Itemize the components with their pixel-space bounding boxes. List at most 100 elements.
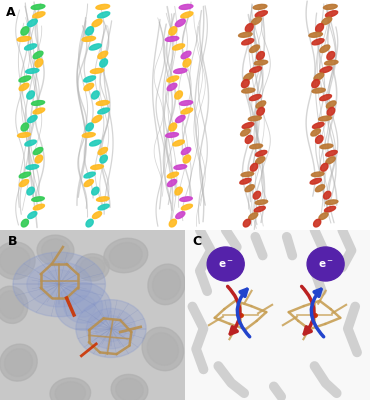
Ellipse shape <box>33 148 43 154</box>
Ellipse shape <box>100 155 107 163</box>
Ellipse shape <box>312 39 324 45</box>
Ellipse shape <box>326 150 337 156</box>
Ellipse shape <box>84 76 95 82</box>
Ellipse shape <box>80 257 105 278</box>
Ellipse shape <box>181 108 193 114</box>
Ellipse shape <box>27 262 92 307</box>
Ellipse shape <box>253 4 267 9</box>
Ellipse shape <box>98 12 110 18</box>
Ellipse shape <box>245 185 254 192</box>
Ellipse shape <box>0 242 35 279</box>
Ellipse shape <box>27 115 37 123</box>
Ellipse shape <box>167 83 177 91</box>
Ellipse shape <box>148 264 185 305</box>
FancyArrowPatch shape <box>302 286 314 334</box>
Ellipse shape <box>0 246 30 275</box>
Ellipse shape <box>181 204 192 210</box>
Ellipse shape <box>55 382 85 400</box>
Ellipse shape <box>326 11 338 17</box>
Ellipse shape <box>21 27 29 35</box>
Text: e$^-$: e$^-$ <box>318 258 333 270</box>
Ellipse shape <box>76 300 146 358</box>
Ellipse shape <box>142 327 184 371</box>
Ellipse shape <box>86 219 93 227</box>
Ellipse shape <box>255 150 267 156</box>
Ellipse shape <box>320 144 333 149</box>
Ellipse shape <box>179 4 193 9</box>
Ellipse shape <box>250 163 258 171</box>
Ellipse shape <box>320 94 332 100</box>
Ellipse shape <box>175 115 185 123</box>
Ellipse shape <box>19 83 29 91</box>
Ellipse shape <box>312 172 324 176</box>
Ellipse shape <box>249 94 261 100</box>
Text: e$^-$: e$^-$ <box>218 258 233 270</box>
Ellipse shape <box>87 308 136 349</box>
Ellipse shape <box>312 80 319 88</box>
Ellipse shape <box>17 133 30 137</box>
Ellipse shape <box>242 80 249 88</box>
Ellipse shape <box>24 44 37 50</box>
Ellipse shape <box>92 115 102 123</box>
Ellipse shape <box>312 122 324 128</box>
Ellipse shape <box>250 45 259 52</box>
Ellipse shape <box>50 378 91 400</box>
Ellipse shape <box>176 212 185 218</box>
Ellipse shape <box>98 204 109 210</box>
Ellipse shape <box>175 19 185 27</box>
Ellipse shape <box>320 67 332 73</box>
Ellipse shape <box>183 59 191 67</box>
Ellipse shape <box>174 165 186 169</box>
Ellipse shape <box>252 17 262 25</box>
Ellipse shape <box>321 163 328 171</box>
Ellipse shape <box>31 101 45 105</box>
Ellipse shape <box>175 91 182 99</box>
Ellipse shape <box>327 108 335 116</box>
Circle shape <box>307 247 344 281</box>
Ellipse shape <box>326 157 335 164</box>
Ellipse shape <box>92 19 102 27</box>
Ellipse shape <box>323 4 337 9</box>
Ellipse shape <box>0 286 28 324</box>
Ellipse shape <box>309 32 322 37</box>
Ellipse shape <box>4 349 33 376</box>
Ellipse shape <box>239 32 252 37</box>
Ellipse shape <box>76 254 109 281</box>
Ellipse shape <box>315 185 324 192</box>
Ellipse shape <box>19 180 28 186</box>
Ellipse shape <box>323 191 331 199</box>
Ellipse shape <box>56 283 111 330</box>
Ellipse shape <box>98 51 108 59</box>
Ellipse shape <box>319 116 332 121</box>
Ellipse shape <box>322 17 332 25</box>
Ellipse shape <box>35 155 43 163</box>
Ellipse shape <box>28 212 37 218</box>
Text: B: B <box>7 235 17 248</box>
Ellipse shape <box>167 180 176 186</box>
Ellipse shape <box>90 140 101 146</box>
Ellipse shape <box>85 27 94 35</box>
Ellipse shape <box>180 197 192 201</box>
Text: C: C <box>192 235 202 248</box>
Ellipse shape <box>33 108 45 114</box>
Ellipse shape <box>91 165 103 169</box>
Ellipse shape <box>100 59 108 67</box>
Ellipse shape <box>313 219 321 227</box>
Ellipse shape <box>324 206 336 212</box>
Ellipse shape <box>37 235 74 266</box>
Ellipse shape <box>95 316 127 342</box>
Ellipse shape <box>240 129 250 136</box>
Ellipse shape <box>27 91 34 99</box>
Ellipse shape <box>25 140 36 146</box>
Ellipse shape <box>97 197 109 201</box>
Ellipse shape <box>109 242 142 268</box>
Ellipse shape <box>21 219 28 227</box>
Ellipse shape <box>26 68 39 73</box>
Ellipse shape <box>242 39 254 45</box>
Ellipse shape <box>311 129 320 136</box>
Ellipse shape <box>116 378 143 400</box>
Ellipse shape <box>147 333 178 365</box>
Ellipse shape <box>169 123 176 131</box>
Ellipse shape <box>71 296 96 317</box>
Ellipse shape <box>174 68 187 73</box>
